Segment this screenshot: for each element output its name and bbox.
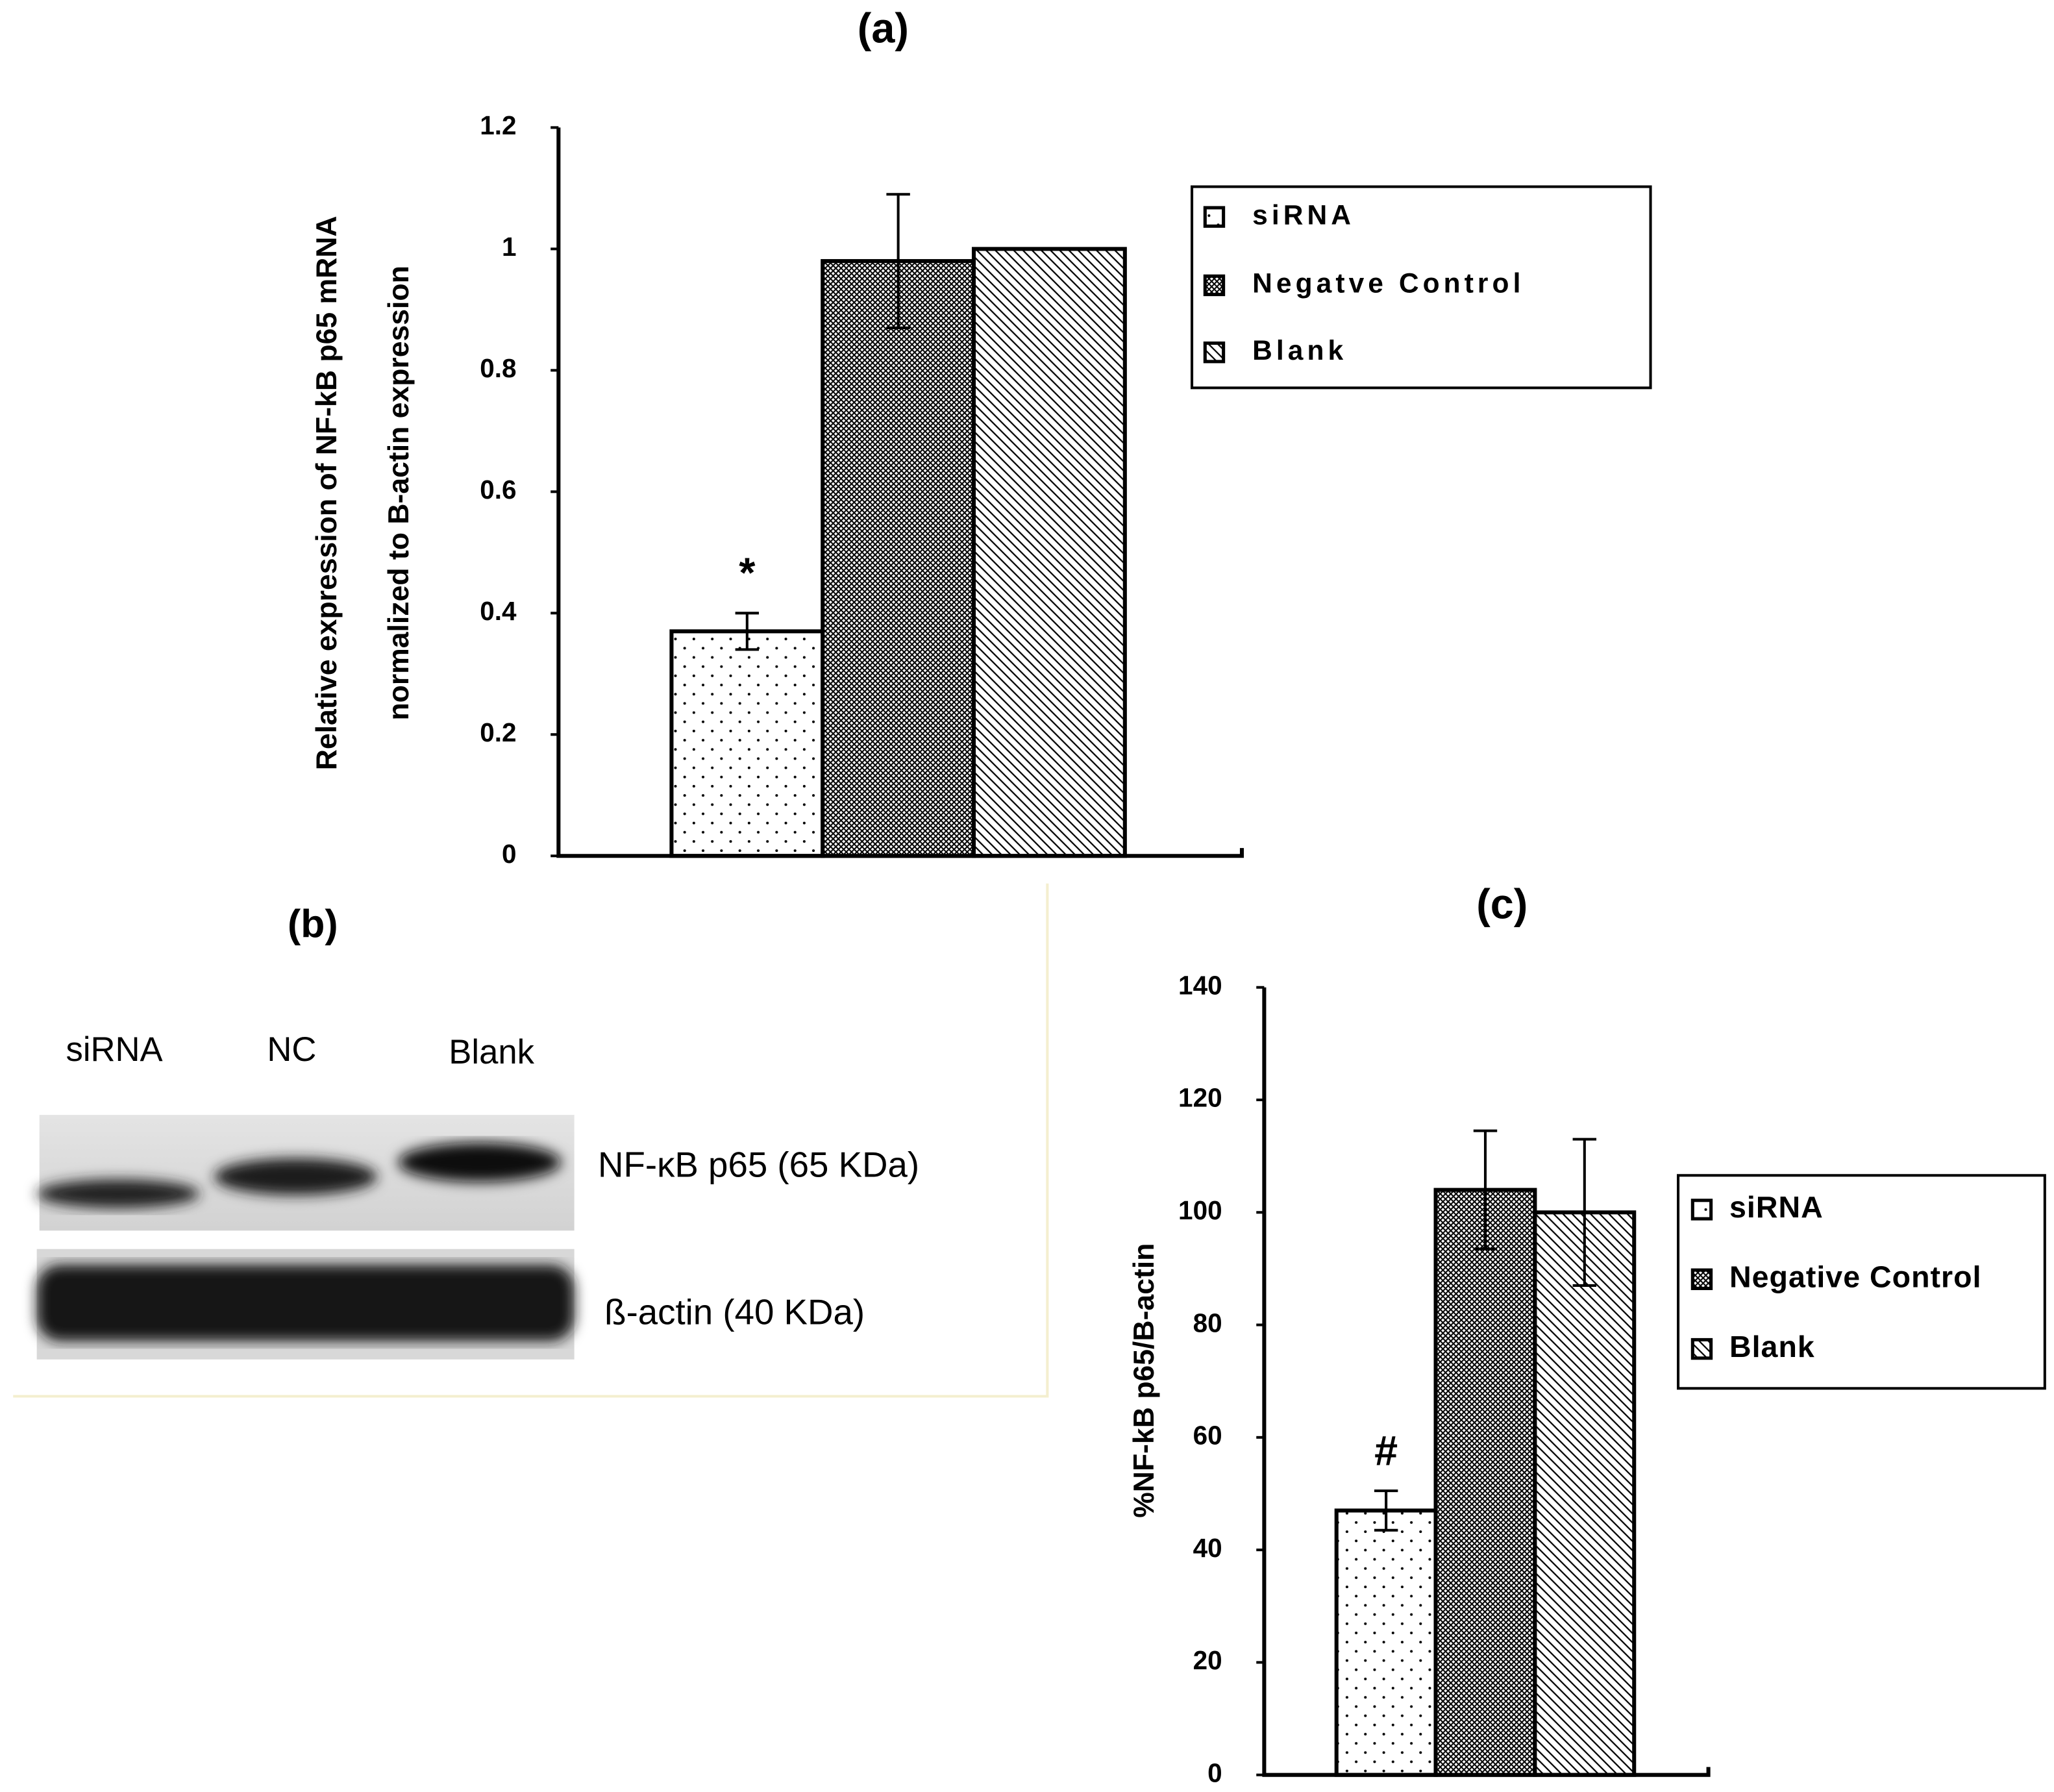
- bar: [1433, 1188, 1537, 1777]
- error-bar: [886, 193, 910, 329]
- legend-swatch: [1690, 1199, 1713, 1221]
- annotation: #: [1374, 1427, 1398, 1475]
- y-axis-label: Relative expression of NF-kB p65 mRNA: [311, 216, 343, 770]
- legend-box: [1677, 1174, 2046, 1390]
- y-tick-label: 0.6: [480, 475, 516, 504]
- bar: [821, 259, 976, 858]
- legend-label: siRNA: [1729, 1190, 1824, 1224]
- annotation: *: [739, 549, 756, 597]
- legend-label: Negatve Control: [1252, 269, 1524, 299]
- chart-title: (c): [1476, 880, 1528, 927]
- legend-swatch: [1690, 1268, 1713, 1290]
- lane-label: Blank: [449, 1033, 534, 1071]
- bar: [1334, 1508, 1438, 1777]
- legend-box: [1191, 185, 1652, 390]
- error-bar: [735, 612, 760, 651]
- legend-swatch: [1690, 1338, 1713, 1360]
- lane-label: NC: [267, 1030, 316, 1069]
- bar: [669, 629, 825, 858]
- legend-swatch: [1203, 206, 1226, 228]
- chart-title: (a): [858, 5, 909, 52]
- blot-title: (b): [288, 902, 338, 946]
- error-bar: [1374, 1489, 1398, 1532]
- y-tick-label: 80: [1193, 1308, 1222, 1338]
- axes: [556, 127, 1244, 858]
- panel-border: [13, 883, 1049, 1398]
- error-bar: [1572, 1138, 1597, 1287]
- legend-label: siRNA: [1252, 200, 1355, 230]
- y-tick-label: 1: [502, 232, 517, 262]
- y-tick-label: 0.4: [480, 596, 517, 626]
- bar: [971, 247, 1127, 858]
- y-tick-label: 0.8: [480, 353, 516, 383]
- legend-swatch: [1203, 274, 1226, 297]
- blot: (b) siRNA NC Blank NF-κB p65 (65 KDa) ß-…: [13, 883, 1049, 1398]
- y-tick-label: 0: [502, 839, 517, 869]
- y-tick-label: 20: [1193, 1645, 1222, 1675]
- y-tick-label: 120: [1178, 1083, 1222, 1113]
- band-label: ß-actin (40 KDa): [604, 1292, 865, 1332]
- y-axis-label: normalized to B-actin expression: [383, 266, 415, 720]
- error-bar: [1473, 1129, 1498, 1251]
- legend-swatch: [1203, 341, 1226, 364]
- legend-label: Negative Control: [1729, 1260, 1982, 1294]
- y-tick-label: 40: [1193, 1533, 1222, 1563]
- y-tick-label: 60: [1193, 1421, 1222, 1450]
- legend-label: Blank: [1729, 1330, 1815, 1363]
- bands: [36, 1264, 575, 1341]
- bands: [36, 1142, 562, 1208]
- y-axis-label: %NF-kB p65/B-actin: [1128, 1243, 1160, 1518]
- legend-label: Blank: [1252, 336, 1347, 366]
- y-tick-label: 1.2: [480, 110, 516, 140]
- band-label: NF-κB p65 (65 KDa): [598, 1145, 919, 1185]
- lane-label: siRNA: [66, 1030, 163, 1069]
- y-tick-label: 0.2: [480, 717, 516, 747]
- y-tick-label: 0: [1207, 1758, 1222, 1787]
- axes: [1262, 987, 1711, 1777]
- y-tick-label: 100: [1178, 1195, 1222, 1225]
- bar: [1533, 1210, 1637, 1777]
- y-tick-label: 140: [1178, 970, 1222, 1000]
